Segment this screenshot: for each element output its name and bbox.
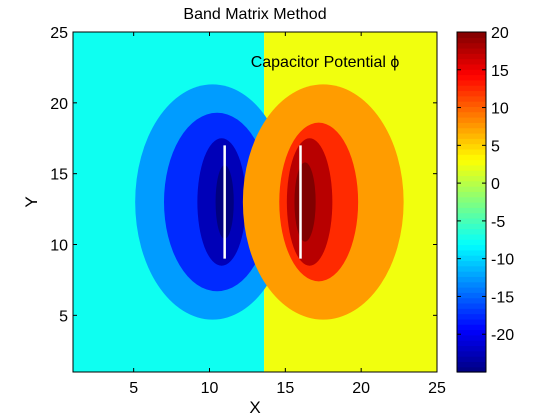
- colorbar-band: [457, 122, 486, 129]
- region-positive-core: [294, 162, 316, 242]
- colorbar-band: [457, 32, 486, 38]
- colorbar-band: [457, 340, 486, 347]
- colorbar-band: [457, 117, 486, 123]
- x-tick-label: 15: [276, 380, 294, 397]
- colorbar-band: [457, 191, 486, 198]
- colorbar-band: [457, 239, 486, 246]
- y-tick-label: 25: [50, 25, 68, 42]
- colorbar-band: [457, 90, 486, 97]
- x-tick-label: 5: [129, 380, 138, 397]
- x-tick-label: 25: [428, 380, 446, 397]
- colorbar-tick-label: 15: [491, 63, 509, 80]
- colorbar-frame: [456, 31, 487, 373]
- colorbar-band: [457, 356, 486, 362]
- colorbar-bands: [457, 32, 486, 373]
- y-ticks: 5 10 15 20 25: [50, 25, 437, 325]
- colorbar-band: [457, 95, 486, 102]
- y-tick-label: 10: [50, 238, 68, 255]
- colorbar-band: [457, 297, 486, 304]
- x-ticks: 5 10 15 20 25: [129, 32, 446, 397]
- colorbar-band: [457, 42, 486, 49]
- colorbar-tick-label: -5: [491, 214, 505, 231]
- colorbar-band: [457, 228, 486, 235]
- colorbar-band: [457, 58, 486, 65]
- colorbar-band: [457, 255, 486, 262]
- colorbar-ticks: 20 15 10 5 0 -5 -10 -15 -20: [457, 25, 514, 344]
- colorbar-tick-label: -15: [491, 289, 514, 306]
- colorbar-band: [457, 361, 486, 368]
- colorbar-band: [457, 207, 486, 214]
- capacitor-annotation: Capacitor Potential ϕ: [251, 54, 400, 71]
- colorbar-band: [457, 132, 486, 139]
- colorbar-band: [457, 196, 486, 203]
- chart-title: Band Matrix Method: [183, 6, 326, 23]
- colorbar-band: [457, 53, 486, 60]
- colorbar-band: [457, 159, 486, 166]
- colorbar-band: [457, 111, 486, 118]
- colorbar-band: [457, 175, 486, 182]
- colorbar-band: [457, 170, 486, 177]
- colorbar-band: [457, 69, 486, 76]
- colorbar-band: [457, 281, 486, 288]
- x-axis-label: X: [249, 398, 260, 417]
- colorbar-band: [457, 287, 486, 293]
- colorbar-band: [457, 37, 486, 44]
- colorbar-band: [457, 106, 486, 113]
- colorbar-band: [457, 63, 486, 70]
- colorbar-band: [457, 233, 486, 240]
- colorbar: 20 15 10 5 0 -5 -10 -15 -20: [456, 25, 514, 373]
- colorbar-band: [457, 244, 486, 251]
- colorbar-band: [457, 180, 486, 187]
- colorbar-band: [457, 154, 486, 161]
- colorbar-tick-label: -10: [491, 252, 514, 269]
- colorbar-band: [457, 249, 486, 256]
- colorbar-band: [457, 217, 486, 224]
- y-axis-label: Y: [22, 196, 41, 207]
- colorbar-tick-label: -20: [491, 327, 514, 344]
- colorbar-band: [457, 127, 486, 134]
- colorbar-band: [457, 143, 486, 150]
- colorbar-band: [457, 138, 486, 145]
- colorbar-tick-label: 10: [491, 101, 509, 118]
- colorbar-band: [457, 186, 486, 192]
- colorbar-band: [457, 345, 486, 352]
- colorbar-band: [457, 148, 486, 155]
- colorbar-band: [457, 74, 486, 81]
- colorbar-band: [457, 202, 486, 208]
- colorbar-band: [457, 324, 486, 331]
- colorbar-band: [457, 101, 486, 107]
- colorbar-band: [457, 329, 486, 336]
- colorbar-tick-label: 5: [491, 138, 500, 155]
- colorbar-tick-label: 20: [491, 25, 509, 42]
- colorbar-band: [457, 79, 486, 86]
- contour-regions: [135, 84, 404, 320]
- colorbar-band: [457, 265, 486, 272]
- colorbar-band: [457, 313, 486, 320]
- colorbar-band: [457, 334, 486, 341]
- colorbar-band: [457, 223, 486, 230]
- x-tick-label: 20: [352, 380, 370, 397]
- colorbar-band: [457, 292, 486, 299]
- y-tick-label: 20: [50, 96, 68, 113]
- colorbar-band: [457, 366, 486, 373]
- colorbar-band: [457, 212, 486, 219]
- colorbar-band: [457, 308, 486, 315]
- plates: [223, 145, 302, 259]
- x-tick-label: 10: [201, 380, 219, 397]
- colorbar-band: [457, 85, 486, 92]
- y-tick-label: 5: [59, 308, 68, 325]
- colorbar-band: [457, 47, 486, 54]
- plot-area: [73, 32, 437, 372]
- colorbar-band: [457, 260, 486, 267]
- colorbar-band: [457, 302, 486, 309]
- colorbar-band: [457, 350, 486, 357]
- colorbar-band: [457, 164, 486, 171]
- colorbar-band: [457, 276, 486, 283]
- colorbar-band: [457, 318, 486, 325]
- y-tick-label: 15: [50, 167, 68, 184]
- colorbar-tick-label: 0: [491, 176, 500, 193]
- colorbar-band: [457, 271, 486, 277]
- plot-frame: [72, 31, 438, 373]
